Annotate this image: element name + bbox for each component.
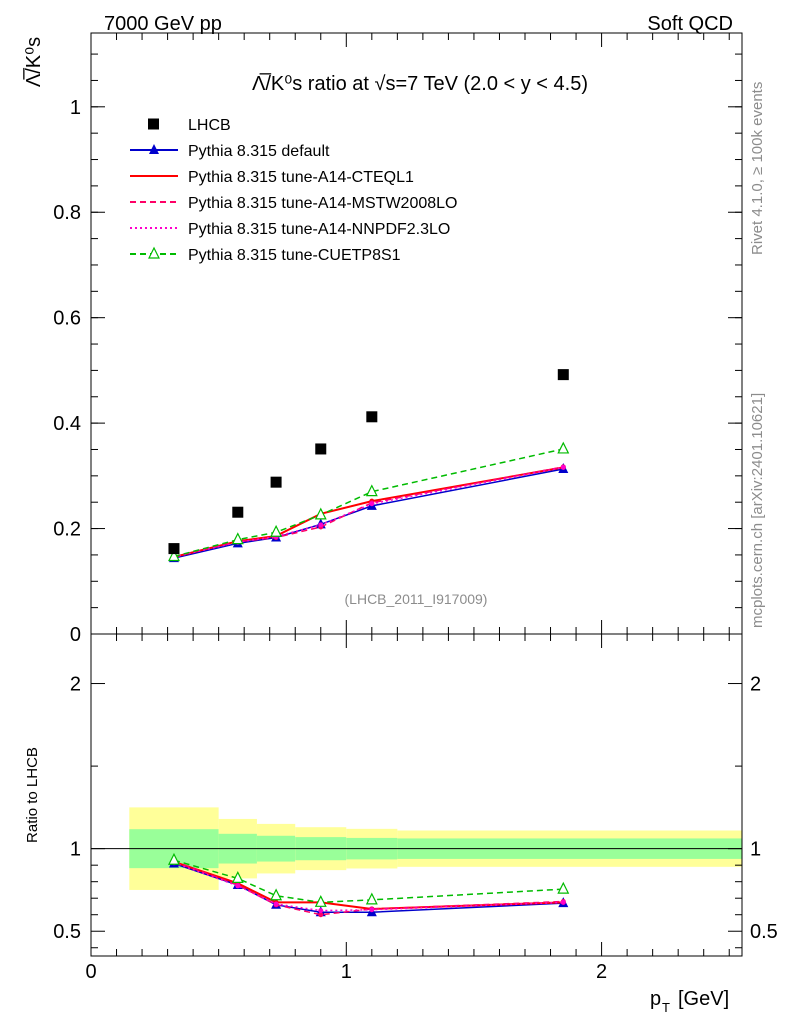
series-line (173, 468, 564, 559)
mcplots-citation-label: mcplots.cern.ch [arXiv:2401.10621] (749, 393, 766, 628)
main-y-tick-label: 0.6 (53, 308, 81, 330)
series-point (560, 464, 566, 470)
series-marker (231, 871, 244, 883)
ratio-series-point (560, 899, 566, 905)
series-marker (149, 144, 159, 154)
legend-entry-2: Pythia 8.315 tune-A14-CTEQL1 (130, 169, 414, 186)
ratio-y-tick-label-right: 0.5 (750, 921, 778, 943)
main-y-tick-label: 0 (70, 624, 81, 646)
ratio-y-tick-label: 2 (70, 674, 81, 696)
ratio-y-tick-label: 1 (70, 839, 81, 861)
ratio-series-line (173, 859, 564, 904)
ratio-y-tick-label-right: 1 (750, 839, 761, 861)
series-line (173, 448, 564, 558)
rivet-version-label: Rivet 4.1.0, ≥ 100k events (749, 82, 766, 255)
legend-label: Pythia 8.315 tune-A14-CTEQL1 (188, 169, 414, 186)
main-ylabel-text: Λ̅/K⁰s (22, 37, 45, 87)
series-marker (365, 484, 378, 497)
main-y-tick-label: 0.4 (53, 413, 81, 435)
series-line (173, 466, 564, 558)
x-axis-label-units: [GeV] (678, 988, 729, 1010)
ratio-series-line (173, 861, 564, 912)
legend-label: Pythia 8.315 tune-A14-MSTW2008LO (188, 195, 457, 212)
analysis-tag: (LHCB_2011_I917009) (345, 591, 488, 607)
data-point (366, 411, 378, 423)
legend-label: Pythia 8.315 default (188, 143, 330, 160)
ratio-series-point (273, 901, 279, 907)
header-left: 7000 GeV pp (104, 13, 222, 35)
legend-entry-1: Pythia 8.315 default (130, 143, 330, 160)
ratio-y-tick-label-right: 2 (750, 674, 761, 696)
ratio-series-line (173, 860, 564, 916)
legend-label: LHCB (188, 117, 231, 134)
main-ylabel: Λ̅/K⁰s (22, 37, 45, 87)
series-marker (557, 441, 570, 454)
series-marker (148, 246, 160, 259)
legend-swatch-data (148, 118, 159, 130)
data-point (168, 543, 180, 555)
ratio-series-point (369, 907, 375, 913)
ratio-series-point (318, 908, 324, 914)
x-tick-label: 0 (85, 961, 96, 983)
series-marker (231, 532, 244, 545)
ratio-y-tick-label: 0.5 (53, 921, 81, 943)
chart-title: Λ̅/K⁰s ratio at √s=7 TeV (2.0 < y < 4.5) (252, 72, 588, 95)
ratio-series-4 (167, 852, 570, 907)
data-point (557, 369, 569, 381)
series-point (318, 522, 324, 528)
x-axis-label: p T [GeV] (650, 988, 729, 1015)
x-tick-label: 2 (596, 961, 607, 983)
ratio-frame (90, 633, 743, 957)
series-marker (314, 894, 327, 907)
series-marker (270, 888, 283, 901)
series-4 (167, 441, 570, 562)
legend-entry-0: LHCB (148, 117, 231, 134)
data-point (270, 476, 282, 488)
header-right: Soft QCD (647, 13, 733, 35)
data-point (315, 443, 327, 455)
series-marker (167, 852, 180, 865)
legend-entry-5: Pythia 8.315 tune-CUETP8S1 (130, 246, 401, 264)
series-marker (557, 881, 570, 894)
series-marker (167, 549, 180, 562)
legend-label: Pythia 8.315 tune-A14-NNPDF2.3LO (188, 221, 450, 238)
series-marker (365, 892, 378, 905)
ratio-ylabel: Ratio to LHCB (24, 747, 41, 843)
series-marker (314, 507, 327, 520)
legend-label: Pythia 8.315 tune-CUETP8S1 (188, 247, 401, 264)
x-axis-label-p: p (650, 988, 661, 1010)
legend-entry-4: Pythia 8.315 tune-A14-NNPDF2.3LO (130, 221, 450, 238)
series-marker (270, 524, 283, 537)
ratio-series-point (235, 883, 241, 889)
main-y-tick-label: 1 (70, 97, 81, 119)
x-tick-label: 1 (341, 961, 352, 983)
series-point (369, 501, 375, 507)
main-y-tick-label: 0.8 (53, 202, 81, 224)
legend-entry-3: Pythia 8.315 tune-A14-MSTW2008LO (130, 195, 457, 212)
ratio-series-point (318, 912, 324, 918)
main-y-tick-label: 0.2 (53, 519, 81, 541)
x-axis-label-sub: T (662, 1000, 670, 1015)
data-point (232, 506, 244, 518)
